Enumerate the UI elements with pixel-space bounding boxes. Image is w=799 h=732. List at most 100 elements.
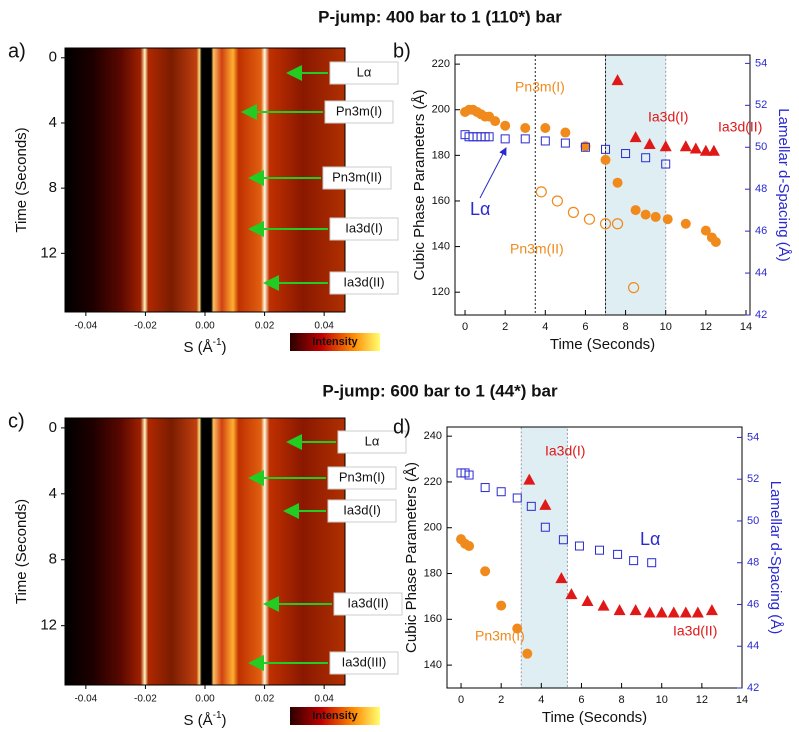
x-axis-label: Time (Seconds) bbox=[542, 709, 647, 726]
y-tick-label: 8 bbox=[49, 551, 57, 568]
data-point bbox=[630, 205, 641, 216]
data-point bbox=[613, 604, 626, 616]
y-tick-label: 220 bbox=[424, 476, 442, 488]
panel-label: c) bbox=[8, 410, 25, 432]
data-point bbox=[643, 137, 656, 149]
x-tick-label: -0.04 bbox=[74, 321, 97, 332]
data-point bbox=[600, 154, 611, 165]
annotation-label: Ia3d(II) bbox=[343, 274, 384, 289]
annotation-label: Ia3d(III) bbox=[342, 654, 387, 669]
colorbar-label: Intensity bbox=[312, 710, 358, 722]
x-tick-label: 6 bbox=[582, 321, 588, 333]
data-point bbox=[567, 206, 580, 218]
data-point bbox=[611, 74, 624, 86]
x-tick-label: -0.02 bbox=[134, 321, 157, 332]
y-tick-label: 180 bbox=[432, 149, 450, 161]
y-axis-label: Time (Seconds) bbox=[13, 499, 30, 604]
data-point bbox=[523, 473, 536, 485]
y-tick-label: 200 bbox=[424, 522, 442, 534]
data-point bbox=[629, 131, 642, 143]
data-point bbox=[679, 140, 692, 152]
data-point bbox=[661, 159, 671, 169]
x-tick-label: 0 bbox=[462, 321, 468, 333]
series-label: Pn3m(I) bbox=[475, 628, 525, 644]
data-point bbox=[580, 142, 590, 152]
x-tick-label: 14 bbox=[740, 321, 752, 333]
x-axis-label-part: -1 bbox=[213, 710, 222, 721]
y-axis-label: Cubic Phase Parameters (Å) bbox=[411, 90, 428, 281]
y2-tick-label: 44 bbox=[755, 267, 767, 279]
annotation-label: Pn3m(II) bbox=[332, 169, 382, 184]
y-tick-label: 220 bbox=[432, 58, 450, 70]
data-point bbox=[560, 127, 571, 138]
data-point bbox=[629, 604, 642, 616]
data-point bbox=[520, 122, 531, 133]
data-point bbox=[512, 493, 522, 503]
data-point bbox=[700, 225, 711, 236]
annotation-box bbox=[327, 466, 397, 490]
data-point bbox=[680, 218, 691, 229]
y2-tick-label: 44 bbox=[747, 640, 759, 652]
y-tick-label: 200 bbox=[432, 104, 450, 116]
x-tick-label: 10 bbox=[656, 694, 668, 706]
data-point bbox=[613, 549, 623, 559]
y-tick-label: 0 bbox=[49, 419, 57, 436]
figure-title: P-jump: 600 bar to 1 (44*) bar bbox=[322, 381, 558, 400]
data-point bbox=[496, 487, 506, 497]
figure-title: P-jump: 400 bar to 1 (110*) bar bbox=[318, 7, 562, 26]
y2-tick-label: 48 bbox=[747, 557, 759, 569]
colorbar-label: Intensity bbox=[312, 336, 358, 348]
data-point bbox=[464, 470, 474, 480]
plot-frame bbox=[446, 426, 743, 689]
x-tick-label: -0.04 bbox=[74, 694, 97, 705]
x-tick-label: 2 bbox=[502, 321, 508, 333]
data-point bbox=[679, 606, 692, 618]
x-tick-label: 6 bbox=[578, 694, 584, 706]
annotation-box bbox=[329, 61, 399, 85]
x-tick-label: 2 bbox=[498, 694, 504, 706]
x-tick-label: 10 bbox=[660, 321, 672, 333]
series-label: Ia3d(II) bbox=[718, 119, 762, 135]
series-label: Pn3m(II) bbox=[510, 241, 564, 257]
data-point bbox=[705, 604, 718, 616]
data-point bbox=[659, 140, 672, 152]
series-label: Ia3d(II) bbox=[673, 623, 717, 639]
data-point bbox=[655, 606, 668, 618]
data-point bbox=[484, 132, 494, 142]
y2-tick-label: 46 bbox=[755, 225, 767, 237]
label-arrow bbox=[479, 147, 507, 199]
x-axis-label-part: ) bbox=[222, 712, 227, 729]
y-axis-label: Cubic Phase Parameters (Å) bbox=[403, 462, 420, 653]
y-tick-label: 240 bbox=[424, 430, 442, 442]
y-tick-label: 120 bbox=[432, 286, 450, 298]
y2-tick-label: 42 bbox=[747, 682, 759, 694]
data-point bbox=[480, 566, 491, 577]
data-point bbox=[689, 142, 702, 154]
x-tick-label: 0.00 bbox=[195, 694, 215, 705]
data-point bbox=[628, 282, 640, 294]
data-point bbox=[540, 522, 550, 532]
panel-label: b) bbox=[393, 40, 411, 62]
data-point bbox=[560, 138, 570, 148]
data-point bbox=[540, 122, 551, 133]
x-tick-label: 4 bbox=[542, 321, 548, 333]
annotation-box bbox=[329, 271, 399, 295]
y2-axis-label: Lamellar d-Spacing (Å) bbox=[775, 108, 792, 261]
data-point bbox=[597, 599, 610, 611]
data-point bbox=[699, 144, 712, 156]
y-tick-label: 180 bbox=[424, 567, 442, 579]
x-tick-label: 0.04 bbox=[314, 694, 334, 705]
y2-tick-label: 54 bbox=[755, 57, 767, 69]
y2-tick-label: 48 bbox=[755, 183, 767, 195]
data-point bbox=[496, 600, 507, 611]
data-point bbox=[520, 134, 530, 144]
data-point bbox=[641, 153, 651, 163]
y2-tick-label: 52 bbox=[747, 473, 759, 485]
x-axis-label: S (Å-1) bbox=[183, 337, 226, 356]
x-axis-label-part: S (Å bbox=[183, 712, 212, 729]
data-point bbox=[480, 483, 490, 493]
data-point bbox=[535, 186, 547, 198]
annotation-label: Ia3d(I) bbox=[343, 502, 381, 517]
series-label: Ia3d(I) bbox=[648, 109, 688, 125]
data-point bbox=[581, 595, 594, 606]
